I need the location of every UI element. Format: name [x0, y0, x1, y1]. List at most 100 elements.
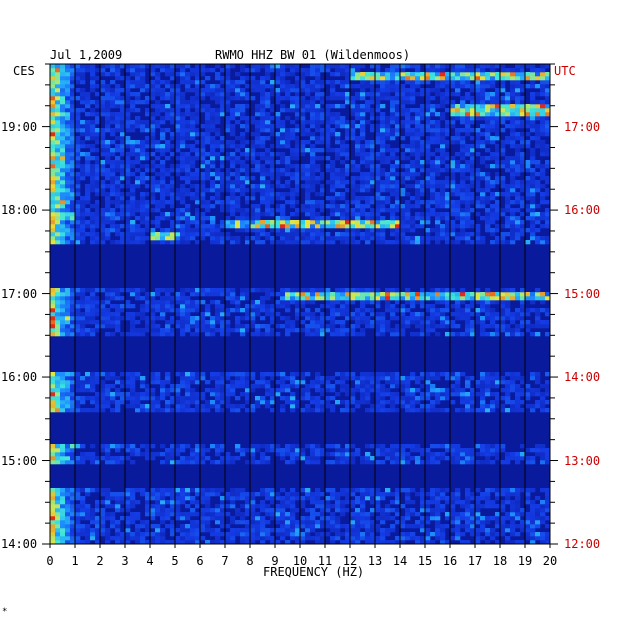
spectrogram-cell: [430, 400, 436, 405]
spectrogram-cell: [280, 208, 286, 213]
spectrogram-cell: [320, 312, 326, 317]
spectrogram-cell: [190, 156, 196, 161]
spectrogram-cell: [360, 496, 366, 501]
spectrogram-cell: [525, 492, 531, 497]
spectrogram-cell: [495, 152, 501, 157]
spectrogram-cell: [240, 212, 246, 217]
spectrogram-cell: [305, 444, 311, 449]
spectrogram-cell: [420, 200, 426, 205]
spectrogram-cell: [140, 220, 146, 225]
spectrogram-cell: [90, 376, 96, 381]
spectrogram-cell: [475, 224, 481, 229]
spectrogram-cell: [365, 240, 371, 245]
spectrogram-cell: [355, 528, 361, 533]
spectrogram-cell: [205, 540, 211, 545]
spectrogram-cell: [255, 208, 261, 213]
spectrogram-cell: [60, 152, 66, 157]
spectrogram-cell: [425, 168, 431, 173]
spectrogram-cell: [270, 392, 276, 397]
spectrogram-cell: [260, 400, 266, 405]
spectrogram-cell: [70, 180, 76, 185]
spectrogram-cell: [65, 324, 71, 329]
spectrogram-cell: [270, 160, 276, 165]
spectrogram-cell: [510, 220, 516, 225]
spectrogram-cell: [235, 532, 241, 537]
spectrogram-cell: [425, 184, 431, 189]
spectrogram-cell: [315, 532, 321, 537]
spectrogram-cell: [530, 520, 536, 525]
spectrogram-cell: [145, 408, 151, 413]
spectrogram-cell: [215, 176, 221, 181]
spectrogram-cell: [340, 448, 346, 453]
spectrogram-cell: [60, 224, 66, 229]
spectrogram-cell: [210, 328, 216, 333]
spectrogram-cell: [460, 308, 466, 313]
spectrogram-cell: [220, 160, 226, 165]
spectrogram-cell: [290, 296, 296, 301]
spectrogram-cell: [490, 228, 496, 233]
spectrogram-cell: [390, 184, 396, 189]
spectrogram-cell: [515, 228, 521, 233]
spectrogram-cell: [90, 188, 96, 193]
spectrogram-cell: [220, 208, 226, 213]
spectrogram-cell: [515, 532, 521, 537]
spectrogram-cell: [270, 408, 276, 413]
spectrogram-cell: [525, 228, 531, 233]
spectrogram-cell: [175, 144, 181, 149]
spectrogram-cell: [90, 148, 96, 153]
spectrogram-cell: [100, 232, 106, 237]
spectrogram-cell: [140, 384, 146, 389]
spectrogram-cell: [340, 488, 346, 493]
spectrogram-cell: [75, 160, 81, 165]
spectrogram-cell: [120, 308, 126, 313]
spectrogram-cell: [195, 172, 201, 177]
spectrogram-cell: [465, 212, 471, 217]
spectrogram-cell: [190, 520, 196, 525]
spectrogram-cell: [445, 500, 451, 505]
spectrogram-cell: [340, 540, 346, 545]
spectrogram-cell: [55, 212, 61, 217]
spectrogram-cell: [540, 540, 546, 545]
spectrogram-cell: [205, 204, 211, 209]
spectrogram-cell: [310, 184, 316, 189]
spectrogram-cell: [180, 224, 186, 229]
spectrogram-cell: [255, 216, 261, 221]
spectrogram-cell: [265, 312, 271, 317]
spectrogram-cell: [510, 376, 516, 381]
spectrogram-cell: [190, 512, 196, 517]
spectrogram-cell: [470, 312, 476, 317]
spectrogram-cell: [60, 156, 66, 161]
spectrogram-cell: [255, 332, 261, 337]
spectrogram-cell: [445, 292, 451, 297]
spectrogram-cell: [355, 288, 361, 293]
spectrogram-cell: [135, 180, 141, 185]
spectrogram-cell: [75, 292, 81, 297]
spectrogram-cell: [80, 232, 86, 237]
spectrogram-cell: [115, 200, 121, 205]
spectrogram-cell: [270, 316, 276, 321]
spectrogram-cell: [340, 312, 346, 317]
spectrogram-cell: [105, 288, 111, 293]
spectrogram-cell: [225, 296, 231, 301]
spectrogram-cell: [275, 168, 281, 173]
spectrogram-cell: [470, 304, 476, 309]
spectrogram-cell: [60, 508, 66, 513]
spectrogram-cell: [360, 152, 366, 157]
spectrogram-cell: [245, 240, 251, 245]
spectrogram-cell: [290, 192, 296, 197]
spectrogram-cell: [445, 496, 451, 501]
spectrogram-cell: [355, 496, 361, 501]
spectrogram-cell: [135, 332, 141, 337]
spectrogram-cell: [115, 312, 121, 317]
spectrogram-cell: [130, 204, 136, 209]
spectrogram-cell: [380, 152, 386, 157]
spectrogram-cell: [65, 228, 71, 233]
spectrogram-cell: [50, 460, 56, 465]
spectrogram-cell: [295, 172, 301, 177]
spectrogram-cell: [195, 540, 201, 545]
spectrogram-cell: [425, 144, 431, 149]
spectrogram-cell: [345, 372, 351, 377]
spectrogram-cell: [200, 220, 206, 225]
spectrogram-cell: [185, 288, 191, 293]
spectrogram-cell: [235, 372, 241, 377]
